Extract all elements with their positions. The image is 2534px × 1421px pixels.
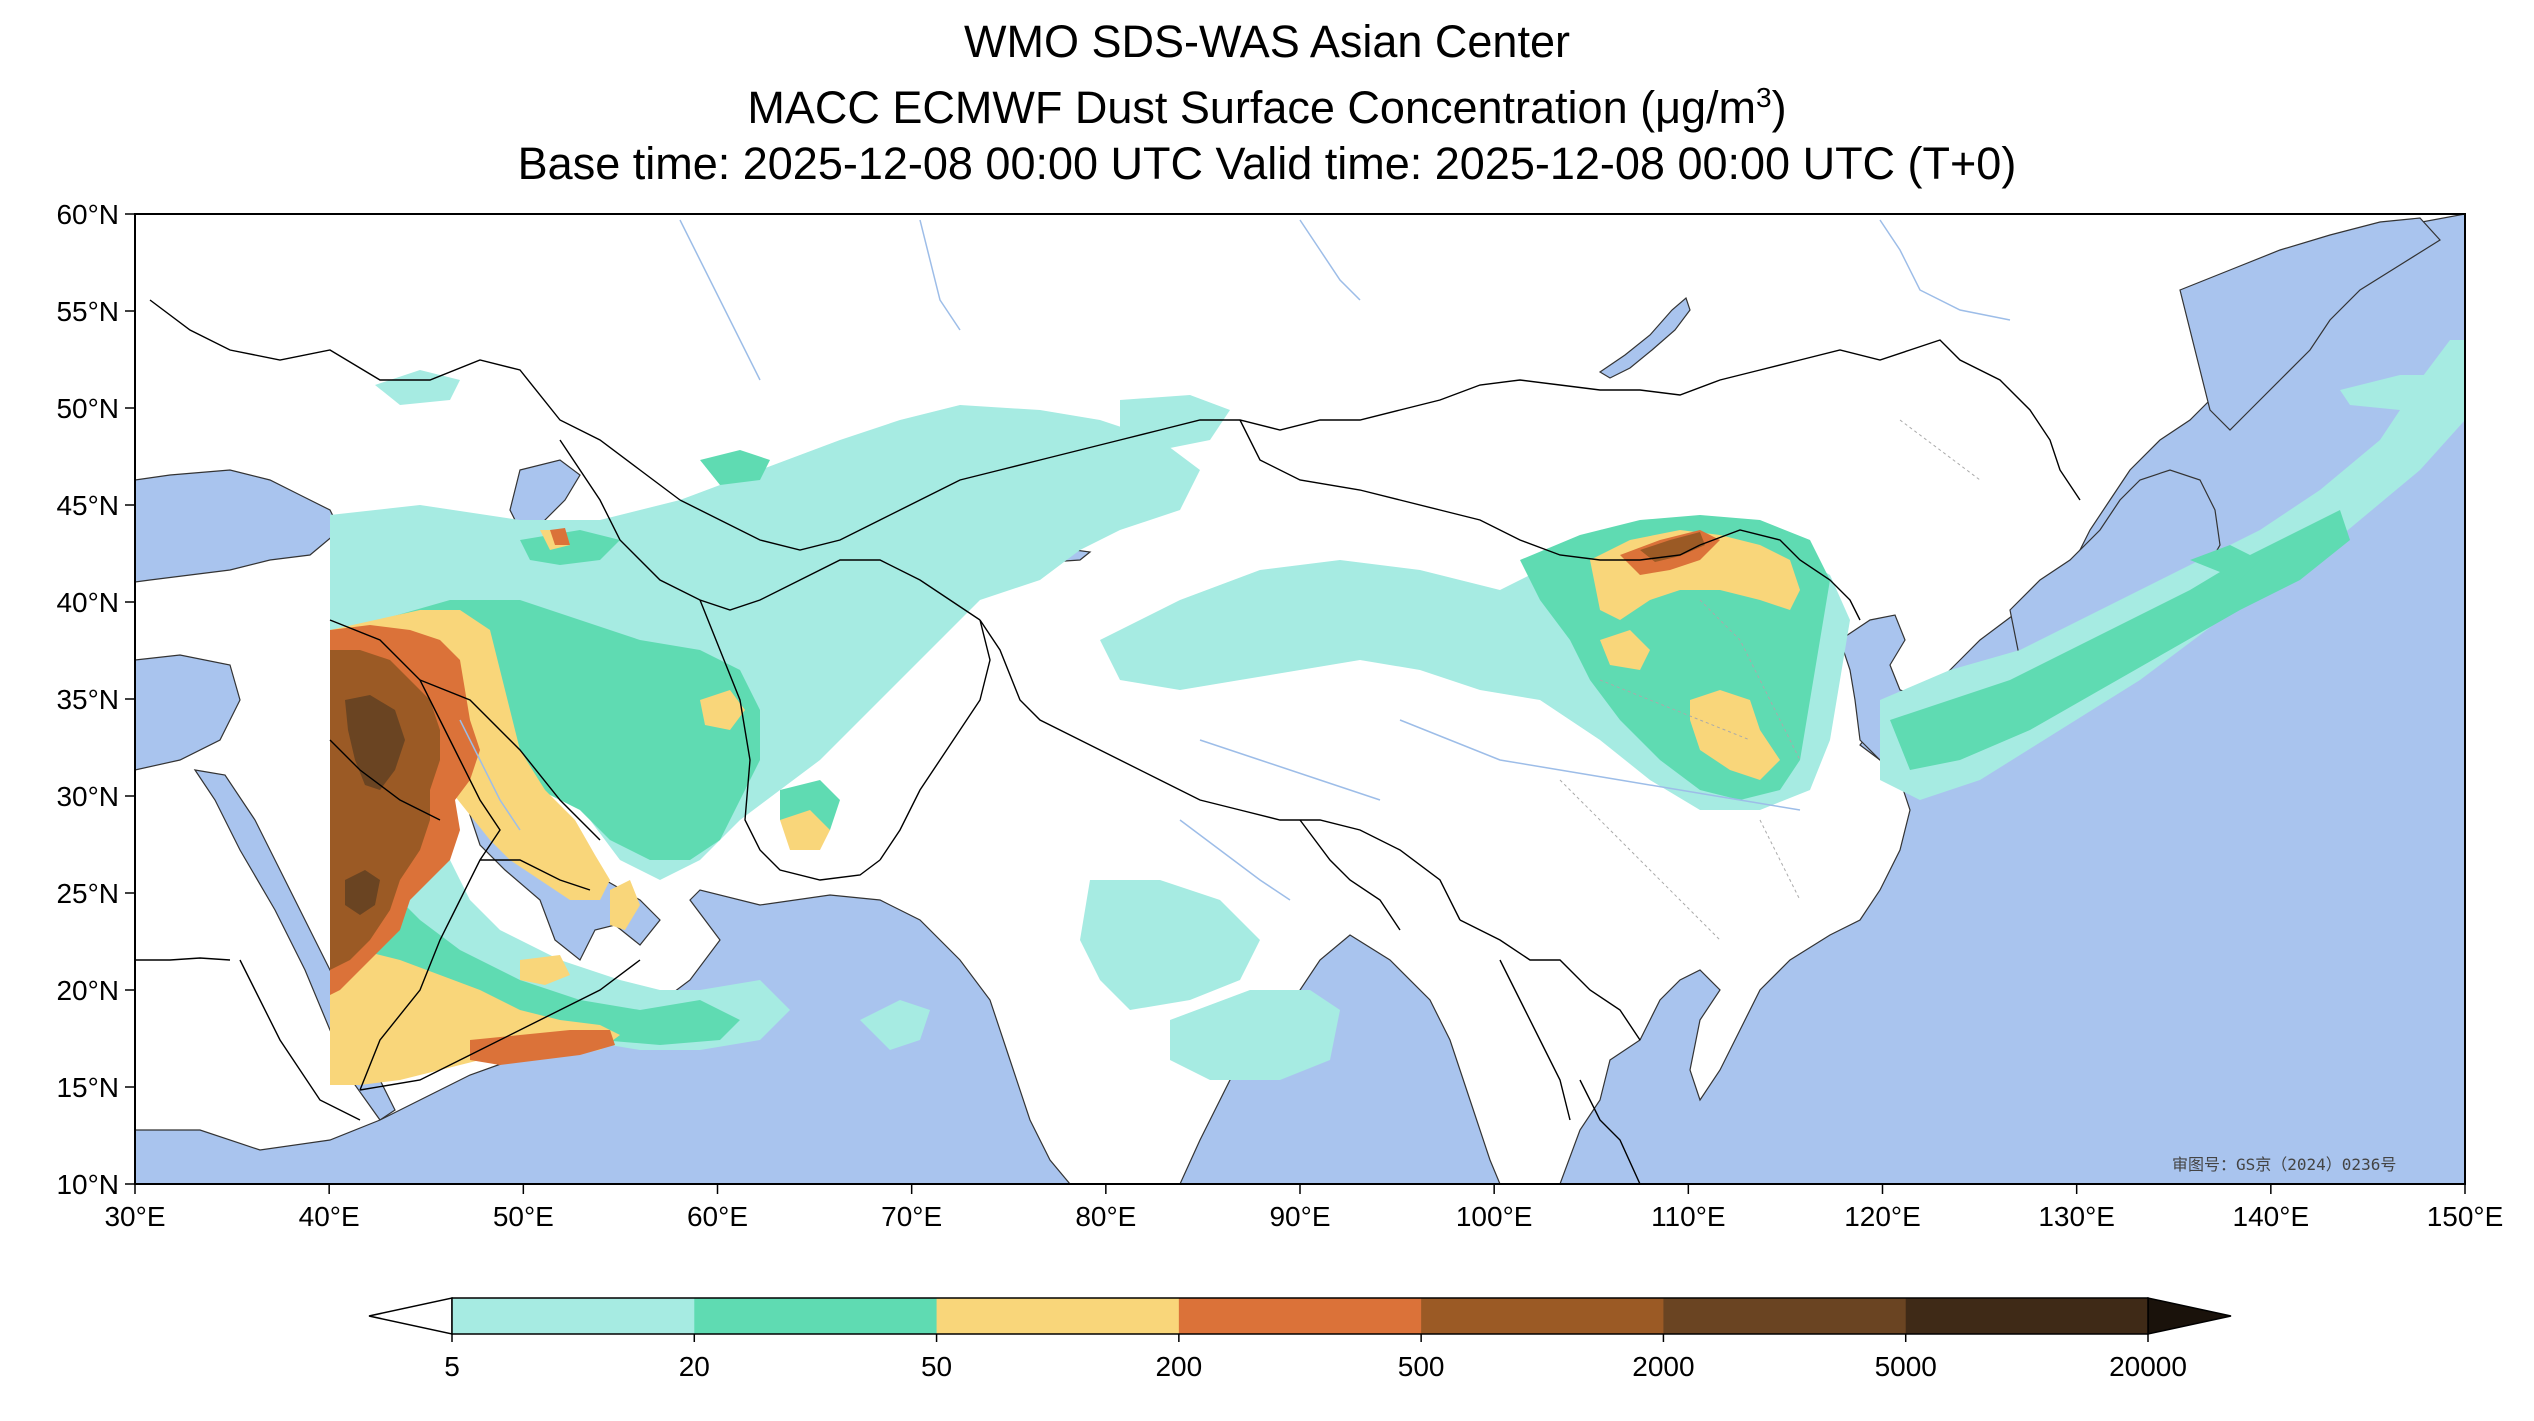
colorbar: 5 20 50 200 500 2000 5000 20000 (368, 1297, 2232, 1382)
x-tick-label: 90°E (1269, 1201, 1330, 1232)
y-tick-label: 20°N (56, 975, 119, 1006)
title-line-2-prefix: MACC ECMWF Dust Surface Concentration ( (747, 82, 1656, 133)
country-borders (135, 299, 2081, 1184)
colorbar-tick-label: 500 (1398, 1351, 1445, 1382)
x-tick-label: 60°E (687, 1201, 748, 1232)
colorbar-tick-label: 20 (679, 1351, 710, 1382)
y-tick-label: 40°N (56, 587, 119, 618)
arabian-sea-indian-ocean (135, 889, 1501, 1184)
colorbar-tick-label: 2000 (1632, 1351, 1694, 1382)
x-tick-label: 40°E (299, 1201, 360, 1232)
colorbar-segment (452, 1298, 695, 1334)
y-tick-label: 45°N (56, 490, 119, 521)
map-title-block: WMO SDS-WAS Asian Center MACC ECMWF Dust… (0, 14, 2534, 192)
colorbar-tick-label: 50 (921, 1351, 952, 1382)
colorbar-segment (694, 1298, 938, 1334)
colorbar-under-arrow (368, 1297, 453, 1335)
colorbar-tick-label: 5 (444, 1351, 460, 1382)
title-line-2: MACC ECMWF Dust Surface Concentration (μ… (0, 70, 2534, 136)
y-tick-label: 25°N (56, 878, 119, 909)
y-tick-label: 15°N (56, 1072, 119, 1103)
dust-level-2000-5000 (345, 695, 405, 915)
approval-number: 审图号：GS京（2024）0236号 (2172, 1155, 2396, 1174)
x-tick-label: 120°E (1844, 1201, 1921, 1232)
x-tick-label: 30°E (104, 1201, 165, 1232)
colorbar-frame (451, 1297, 2149, 1335)
x-tick-label: 140°E (2233, 1201, 2310, 1232)
x-tick-label: 50°E (493, 1201, 554, 1232)
colorbar-segments (452, 1298, 2149, 1334)
title-line-2-unit: μg/m (1655, 82, 1757, 133)
title-line-2-sup: 3 (1756, 82, 1772, 113)
y-tick-label: 10°N (56, 1169, 119, 1200)
y-tick-label: 35°N (56, 684, 119, 715)
black-sea (135, 469, 341, 583)
lake-baikal (1598, 296, 1691, 379)
sea-of-okhotsk (2179, 217, 2441, 431)
colorbar-tick-label: 5000 (1875, 1351, 1937, 1382)
x-tick-label: 80°E (1075, 1201, 1136, 1232)
title-line-2-suffix: ) (1771, 82, 1787, 133)
x-axis-ticks: 30°E 40°E 50°E 60°E 70°E 80°E 90°E 100°E 110°E 12… (104, 1184, 2503, 1232)
colorbar-tick-label: 20000 (2109, 1351, 2187, 1382)
colorbar-labels: 5 20 50 200 500 2000 5000 20000 (444, 1334, 2187, 1382)
title-line-3: Base time: 2025-12-08 00:00 UTC Valid ti… (517, 138, 2017, 189)
x-tick-label: 100°E (1456, 1201, 1533, 1232)
dust-shading (330, 340, 2465, 1085)
y-tick-label: 55°N (56, 296, 119, 327)
x-tick-label: 130°E (2038, 1201, 2115, 1232)
colorbar-segment (1421, 1298, 1664, 1334)
colorbar-segment (1905, 1298, 2149, 1334)
colorbar-segment (936, 1298, 1180, 1334)
mediterranean-sea (135, 654, 241, 771)
y-tick-label: 30°N (56, 781, 119, 812)
colorbar-tick-label: 200 (1155, 1351, 1202, 1382)
rivers (459, 219, 2011, 901)
map-area: 审图号：GS京（2024）0236号 (135, 214, 2465, 1184)
x-tick-label: 70°E (881, 1201, 942, 1232)
colorbar-segment (1663, 1298, 1907, 1334)
x-tick-label: 150°E (2427, 1201, 2504, 1232)
y-tick-label: 60°N (56, 199, 119, 230)
y-tick-label: 50°N (56, 393, 119, 424)
title-line-1: WMO SDS-WAS Asian Center (964, 16, 1570, 67)
y-axis-ticks: 60°N 55°N 50°N 45°N 40°N 35°N 30°N 25°N 20°N 15°N… (56, 199, 135, 1200)
colorbar-over-arrow (2147, 1297, 2232, 1335)
province-borders (1559, 419, 1981, 941)
x-tick-label: 110°E (1651, 1201, 1726, 1232)
colorbar-segment (1178, 1298, 1422, 1334)
